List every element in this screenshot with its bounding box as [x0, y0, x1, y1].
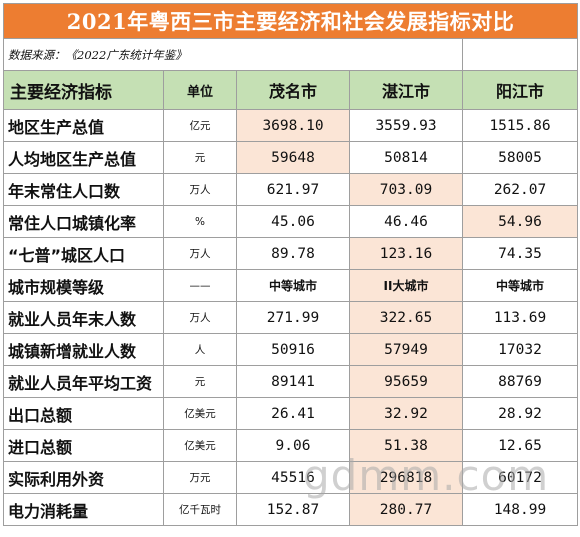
table-row: 人均地区生产总值 元 59648 50814 58005 [3, 141, 579, 174]
value-yangjiang: 74.35 [461, 237, 579, 270]
value-maoming: 59648 [236, 141, 350, 174]
table-row: 就业人员年末人数 万人 271.99 322.65 113.69 [3, 301, 579, 334]
value-zhanjiang: 95659 [349, 365, 463, 398]
value-zhanjiang: 46.46 [349, 205, 463, 238]
indicator-name: 人均地区生产总值 [3, 141, 164, 174]
value-zhanjiang: 51.38 [349, 429, 463, 462]
value-yangjiang: 88769 [461, 365, 579, 398]
indicator-unit: 人 [163, 333, 237, 366]
indicator-unit: —— [163, 269, 237, 302]
value-maoming: 26.41 [236, 397, 350, 430]
value-maoming: 621.97 [236, 173, 350, 206]
value-yangjiang: 17032 [461, 333, 579, 366]
indicator-name: 就业人员年末人数 [3, 301, 164, 334]
value-yangjiang: 58005 [461, 141, 579, 174]
indicator-name: 常住人口城镇化率 [3, 205, 164, 238]
indicator-name: 城镇新增就业人数 [3, 333, 164, 366]
header-maoming: 茂名市 [236, 70, 350, 110]
table-row: 出口总额 亿美元 26.41 32.92 28.92 [3, 397, 579, 430]
value-yangjiang: 54.96 [461, 205, 579, 238]
indicator-name: 地区生产总值 [3, 109, 164, 142]
empty-cell [461, 38, 579, 71]
table-row: 城市规模等级 —— 中等城市 II大城市 中等城市 [3, 269, 579, 302]
value-maoming: 50916 [236, 333, 350, 366]
value-zhanjiang: 123.16 [349, 237, 463, 270]
header-row: 主要经济指标 单位 茂名市 湛江市 阳江市 [3, 70, 579, 110]
indicator-name: 电力消耗量 [3, 493, 164, 526]
table-row: 进口总额 亿美元 9.06 51.38 12.65 [3, 429, 579, 462]
value-maoming: 45.06 [236, 205, 350, 238]
indicator-name: 出口总额 [3, 397, 164, 430]
table-title: 2021年粤西三市主要经济和社会发展指标对比 [2, 3, 579, 39]
indicator-table: 2021年粤西三市主要经济和社会发展指标对比 数据来源：《2022广东统计年鉴》… [2, 3, 579, 526]
value-maoming: 中等城市 [236, 269, 350, 302]
value-zhanjiang: 57949 [349, 333, 463, 366]
value-maoming: 271.99 [236, 301, 350, 334]
value-maoming: 9.06 [236, 429, 350, 462]
value-maoming: 3698.10 [236, 109, 350, 142]
indicator-unit: 亿美元 [163, 397, 237, 430]
header-indicator: 主要经济指标 [3, 70, 164, 110]
indicator-name: 城市规模等级 [3, 269, 164, 302]
value-zhanjiang: 50814 [349, 141, 463, 174]
indicator-unit: 元 [163, 365, 237, 398]
indicator-unit: 万人 [163, 173, 237, 206]
table-row: 年末常住人口数 万人 621.97 703.09 262.07 [3, 173, 579, 206]
indicator-name: 实际利用外资 [3, 461, 164, 494]
value-maoming: 89141 [236, 365, 350, 398]
indicator-name: “七普”城区人口 [3, 237, 164, 270]
value-yangjiang: 262.07 [461, 173, 579, 206]
value-yangjiang: 1515.86 [461, 109, 579, 142]
indicator-unit: % [163, 205, 237, 238]
value-yangjiang: 中等城市 [461, 269, 579, 302]
indicator-unit: 万人 [163, 237, 237, 270]
header-unit: 单位 [163, 70, 237, 110]
value-zhanjiang: 296818 [349, 461, 463, 494]
value-yangjiang: 148.99 [461, 493, 579, 526]
indicator-unit: 元 [163, 141, 237, 174]
value-yangjiang: 12.65 [461, 429, 579, 462]
indicator-name: 进口总额 [3, 429, 164, 462]
value-yangjiang: 60172 [461, 461, 579, 494]
indicator-unit: 亿千瓦时 [163, 493, 237, 526]
value-zhanjiang: 3559.93 [349, 109, 463, 142]
value-zhanjiang: 322.65 [349, 301, 463, 334]
table-row: 常住人口城镇化率 % 45.06 46.46 54.96 [3, 205, 579, 238]
indicator-unit: 亿元 [163, 109, 237, 142]
table-row: “七普”城区人口 万人 89.78 123.16 74.35 [3, 237, 579, 270]
value-yangjiang: 28.92 [461, 397, 579, 430]
value-zhanjiang: 703.09 [349, 173, 463, 206]
table-row: 电力消耗量 亿千瓦时 152.87 280.77 148.99 [3, 493, 579, 526]
value-zhanjiang: 32.92 [349, 397, 463, 430]
value-maoming: 152.87 [236, 493, 350, 526]
value-maoming: 89.78 [236, 237, 350, 270]
table-row: 城镇新增就业人数 人 50916 57949 17032 [3, 333, 579, 366]
indicator-name: 就业人员年平均工资 [3, 365, 164, 398]
value-zhanjiang: II大城市 [349, 269, 463, 302]
value-yangjiang: 113.69 [461, 301, 579, 334]
indicator-unit: 万人 [163, 301, 237, 334]
value-maoming: 45516 [236, 461, 350, 494]
table-row: 地区生产总值 亿元 3698.10 3559.93 1515.86 [3, 109, 579, 142]
table-row: 实际利用外资 万元 45516 296818 60172 [3, 461, 579, 494]
data-source-note: 数据来源：《2022广东统计年鉴》 [3, 38, 463, 71]
header-zhanjiang: 湛江市 [349, 70, 463, 110]
header-yangjiang: 阳江市 [461, 70, 579, 110]
indicator-unit: 万元 [163, 461, 237, 494]
indicator-name: 年末常住人口数 [3, 173, 164, 206]
spreadsheet: 2021年粤西三市主要经济和社会发展指标对比 数据来源：《2022广东统计年鉴》… [2, 3, 579, 526]
indicator-unit: 亿美元 [163, 429, 237, 462]
value-zhanjiang: 280.77 [349, 493, 463, 526]
table-row: 就业人员年平均工资 元 89141 95659 88769 [3, 365, 579, 398]
